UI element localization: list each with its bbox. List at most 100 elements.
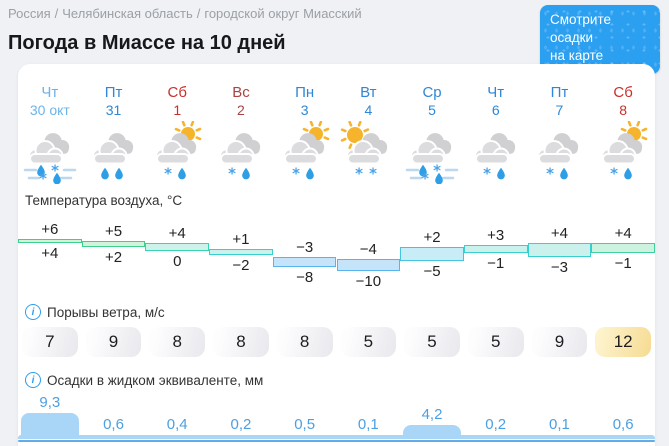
temp-max-value: −4 — [359, 241, 377, 258]
temp-band — [336, 259, 401, 271]
temp-max-value: +4 — [550, 225, 568, 242]
page-header: Россия / Челябинская область / городской окр… — [8, 6, 528, 55]
svg-text:*: * — [228, 164, 236, 182]
temp-band — [18, 239, 82, 243]
svg-text:*: * — [355, 164, 363, 182]
day-date[interactable]: 7 — [555, 102, 564, 118]
precip-value: 0,2 — [230, 416, 252, 433]
day-date[interactable]: 8 — [619, 102, 628, 118]
temp-min-value: −10 — [355, 273, 382, 290]
day-date[interactable]: 5 — [428, 102, 436, 118]
day-date[interactable]: 2 — [237, 102, 245, 118]
temperature-chart: +6 +4 +5 +2 +4 0 +1 −2 −3 −8 −4 −10 +2 −5 +3 −1 +4 −3 +4 −1 — [18, 209, 655, 297]
wind-value-pill: 7 — [22, 327, 78, 357]
temp-band — [209, 249, 273, 255]
wind-value-pill: 12 — [595, 327, 651, 357]
temp-min-value: 0 — [173, 253, 182, 270]
sun-cloud-sleet-icon: * — [273, 119, 337, 185]
info-icon[interactable]: i — [25, 304, 41, 320]
precip-value: 0,5 — [294, 416, 316, 433]
day-weekday[interactable]: Пн — [295, 84, 315, 101]
day-weekday[interactable]: Пт — [550, 84, 569, 101]
temp-max-value: +2 — [423, 229, 441, 246]
temp-band — [463, 245, 528, 253]
day-weekday[interactable]: Вс — [232, 84, 250, 101]
breadcrumb-link[interactable]: Россия — [8, 6, 51, 21]
cloud-sleet-icon: * — [209, 119, 273, 185]
day-column-5[interactable]: Пн 3 — [273, 84, 337, 119]
temp-min-value: +2 — [104, 249, 123, 266]
day-weekday[interactable]: Вт — [360, 84, 377, 101]
forecast-card: Чт 30 окт Пт 31 Сб 1 Вс 2 Пн 3 Вт 4 Ср 5 Чт 6 Пт 7 Сб 8 * * … — [18, 64, 655, 446]
day-column-10[interactable]: Сб 8 — [591, 84, 655, 119]
svg-text:*: * — [433, 161, 441, 179]
day-weekday[interactable]: Ср — [422, 84, 442, 101]
day-weekday[interactable]: Чт — [487, 84, 505, 101]
day-date[interactable]: 1 — [173, 102, 182, 118]
precip-value: 0,4 — [166, 416, 188, 433]
breadcrumb-separator: / — [54, 6, 59, 21]
sun-cloud-sleet-icon: * — [591, 119, 655, 185]
day-column-1[interactable]: Чт 30 окт — [18, 84, 82, 119]
precip-section-label: i Осадки в жидком эквиваленте, мм — [25, 371, 655, 389]
map-button-line2: на карте — [550, 48, 604, 64]
precip-value: 4,2 — [421, 405, 443, 423]
svg-text:*: * — [292, 164, 300, 182]
temp-band — [591, 243, 655, 253]
day-column-2[interactable]: Пт 31 — [82, 84, 146, 119]
temp-max-value: +4 — [168, 225, 186, 242]
temp-band — [527, 243, 592, 257]
wind-label-text: Порывы ветра, м/с — [47, 304, 165, 320]
temp-max-value: −3 — [296, 239, 314, 256]
temp-min-value: +4 — [41, 245, 59, 262]
day-date[interactable]: 4 — [364, 102, 373, 118]
day-column-8[interactable]: Чт 6 — [464, 84, 528, 119]
temp-band — [81, 241, 146, 247]
info-icon[interactable]: i — [25, 372, 41, 388]
day-column-7[interactable]: Ср 5 — [400, 84, 464, 119]
days-header-row: Чт 30 окт Пт 31 Сб 1 Вс 2 Пн 3 Вт 4 Ср 5 Чт 6 Пт 7 Сб 8 — [18, 84, 655, 119]
temp-min-value: −3 — [550, 259, 568, 276]
day-weekday[interactable]: Сб — [613, 84, 633, 101]
temp-band — [400, 247, 464, 261]
temp-max-value: +3 — [487, 227, 505, 244]
precip-value: 0,6 — [612, 416, 634, 433]
cloud-rain-icon — [82, 119, 146, 185]
precip-value: 9,3 — [39, 394, 61, 411]
day-date[interactable]: 6 — [491, 102, 500, 118]
temp-min-value: −8 — [296, 269, 314, 286]
day-date[interactable]: 3 — [300, 102, 309, 118]
day-date[interactable]: 30 окт — [29, 102, 70, 118]
cloud-sleet-icon: * — [528, 119, 592, 185]
breadcrumb-link[interactable]: Челябинская область — [62, 6, 193, 21]
temp-min-value: −1 — [487, 255, 505, 272]
temperature-section-label: Температура воздуха, °C — [25, 191, 655, 209]
precipitation-chart: 9,3 0,6 0,4 0,2 0,5 0,1 4,2 0,2 0,1 0,6 — [18, 389, 655, 446]
day-weekday[interactable]: Чт — [41, 84, 59, 101]
precip-strip — [18, 435, 655, 439]
temp-min-value: −2 — [232, 257, 250, 274]
wind-value-pill: 8 — [149, 327, 206, 357]
breadcrumb-link[interactable]: городской округ Миасский — [204, 6, 362, 21]
svg-text:*: * — [51, 161, 59, 179]
day-weekday[interactable]: Сб — [167, 84, 187, 101]
svg-text:*: * — [164, 164, 172, 182]
precip-value: 0,1 — [357, 416, 379, 433]
day-column-9[interactable]: Пт 7 — [528, 84, 592, 119]
precipitation-map-button[interactable]: Смотрите осадки на карте — [540, 5, 660, 74]
day-weekday[interactable]: Пт — [104, 84, 123, 101]
svg-text:*: * — [610, 164, 618, 182]
map-button-line1: Смотрите осадки — [550, 12, 612, 46]
wind-value-pill: 9 — [85, 327, 142, 357]
wind-value-pill: 8 — [213, 327, 269, 357]
day-column-4[interactable]: Вс 2 — [209, 84, 273, 119]
precip-bar — [403, 424, 462, 439]
temp-max-value: +4 — [614, 225, 632, 242]
day-column-3[interactable]: Сб 1 — [145, 84, 209, 119]
svg-text:*: * — [421, 169, 429, 184]
day-date[interactable]: 31 — [105, 102, 122, 118]
wind-value-pill: 8 — [276, 327, 333, 357]
day-column-6[interactable]: Вт 4 — [337, 84, 401, 119]
precip-label-text: Осадки в жидком эквиваленте, мм — [47, 372, 264, 388]
temp-min-value: −1 — [614, 255, 632, 272]
